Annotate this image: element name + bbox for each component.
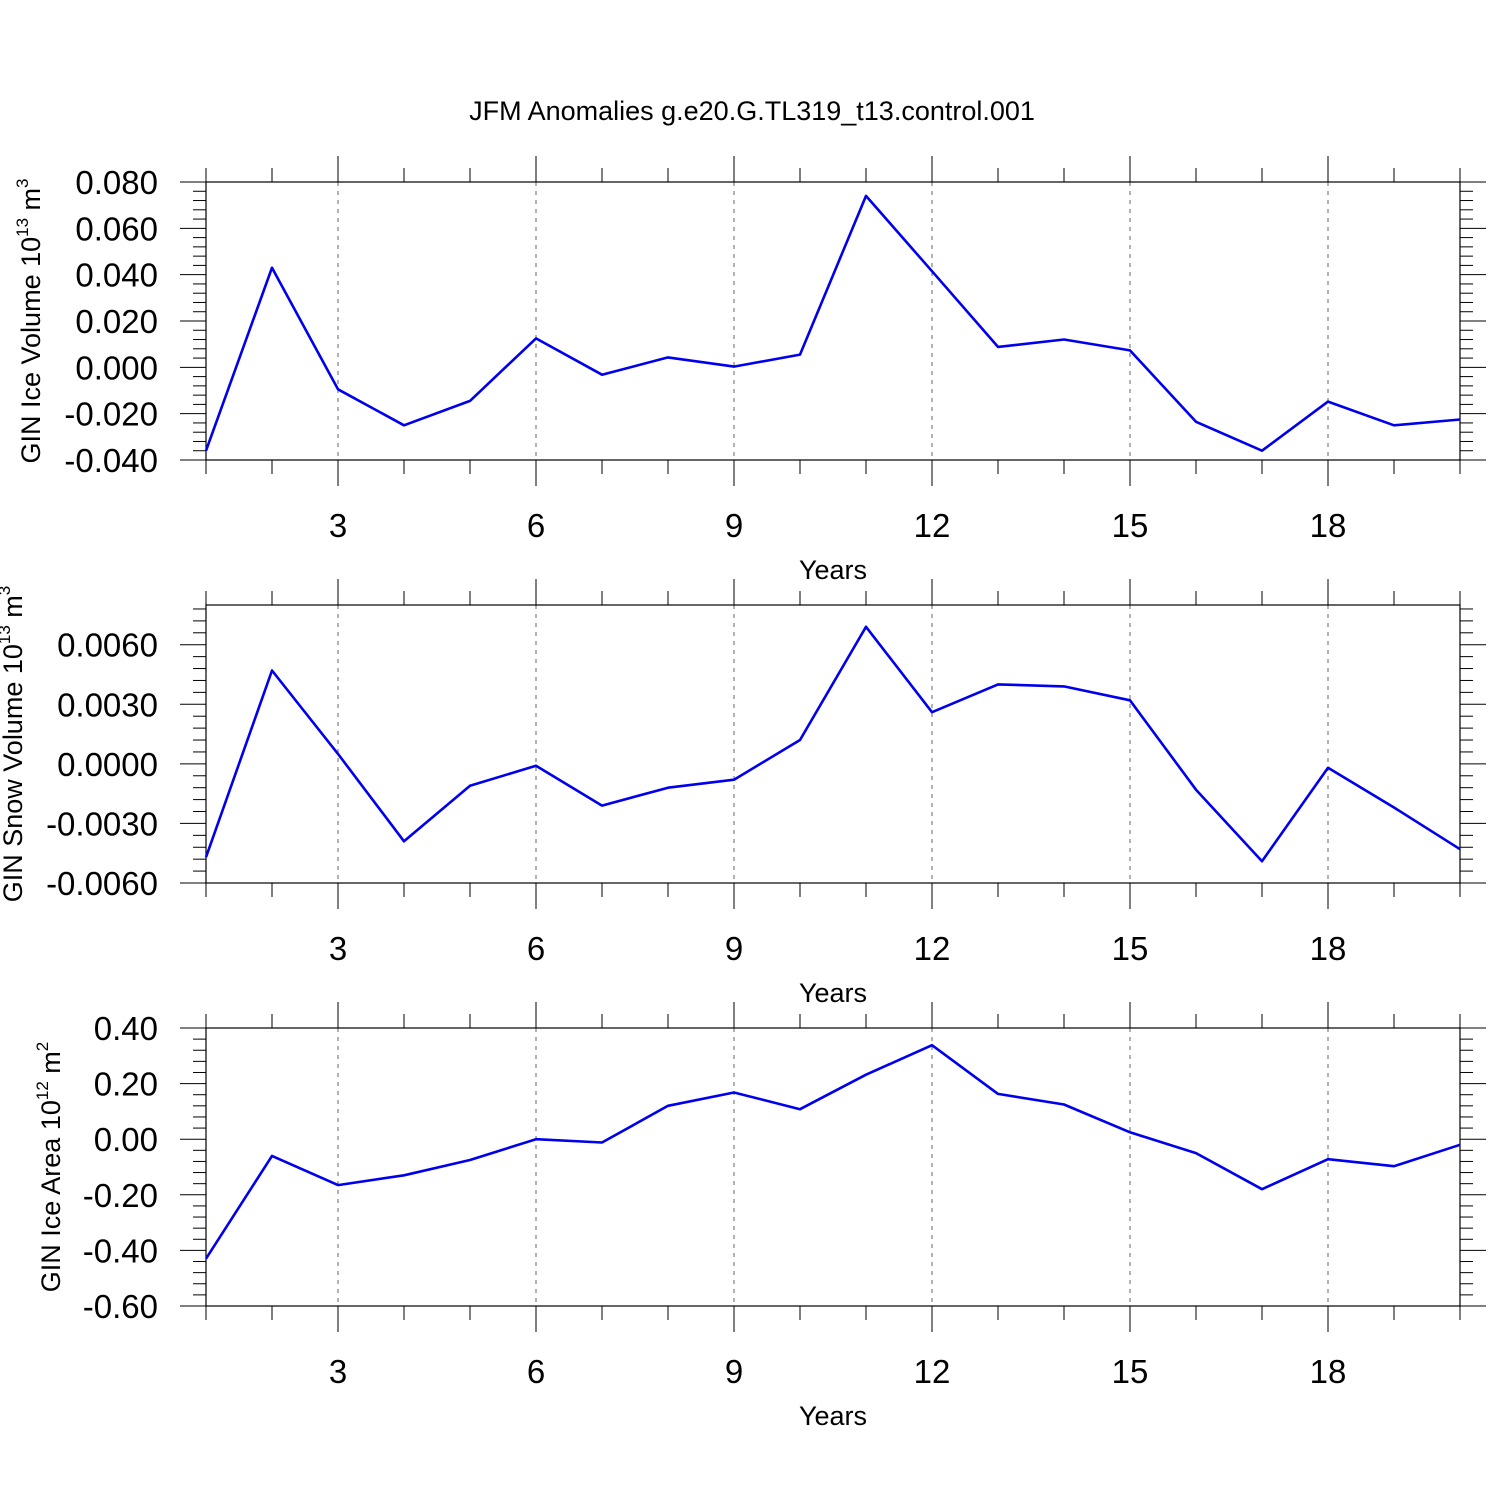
series-line	[204, 625, 1461, 863]
y-axis-label-unit: m	[0, 595, 28, 625]
plot-frame	[205, 1027, 1461, 1307]
y-axis-label-unit: m	[36, 1051, 66, 1081]
y-tick-label: 0.020	[75, 303, 158, 340]
x-tick-label: 15	[1112, 930, 1149, 967]
y-tick-label: 0.0030	[57, 686, 158, 723]
y-tick-label: 0.040	[75, 257, 158, 294]
x-tick-label: 6	[527, 1353, 545, 1390]
y-tick-label: 0.060	[75, 210, 158, 247]
x-tick-label: 18	[1310, 1353, 1347, 1390]
y-axis-label-unit: m	[16, 188, 46, 218]
y-tick-label: 0.000	[75, 349, 158, 386]
y-tick-label: -0.60	[83, 1288, 158, 1325]
x-tick-label: 9	[725, 930, 743, 967]
y-axis-label: GIN Ice Volume 1013 m3	[13, 178, 46, 463]
y-axis-label-unit-exponent: 3	[0, 586, 14, 595]
x-tick-label: 12	[914, 507, 951, 544]
plot-frame	[205, 181, 1461, 461]
series-line	[204, 1043, 1461, 1260]
y-axis-label-exponent: 12	[33, 1081, 52, 1100]
y-axis-label-text: GIN Snow Volume 10	[0, 644, 28, 902]
x-tick-label: 6	[527, 507, 545, 544]
y-tick-label: -0.0030	[46, 805, 158, 842]
x-axis-label: Years	[799, 978, 867, 1008]
x-tick-label: 9	[725, 1353, 743, 1390]
x-tick-label: 3	[329, 507, 347, 544]
y-axis-label-unit-exponent: 3	[13, 178, 32, 187]
panel-3: 3 6 9 12 15 18 -0.60 -0.40 -0.20 0.00 0.20 0.40 Year…	[33, 1002, 1486, 1431]
panel-1: 3 6 9 12 15 18 -0.040 -0.020 0.000 0.020 0.040 0.06…	[13, 156, 1486, 585]
x-tick-label: 12	[914, 1353, 951, 1390]
x-tick-label: 18	[1310, 507, 1347, 544]
y-tick-label: 0.40	[94, 1010, 158, 1047]
y-tick-label: -0.20	[83, 1177, 158, 1214]
y-axis-label-unit-exponent: 2	[33, 1042, 52, 1051]
y-axis-label-text: GIN Ice Area 10	[36, 1100, 66, 1292]
y-tick-label: 0.20	[94, 1066, 158, 1103]
y-axis-label-text: GIN Ice Volume 10	[16, 237, 46, 464]
x-tick-label: 15	[1112, 1353, 1149, 1390]
x-tick-label: 3	[329, 1353, 347, 1390]
x-tick-label: 3	[329, 930, 347, 967]
y-tick-label: -0.0060	[46, 865, 158, 902]
x-tick-label: 9	[725, 507, 743, 544]
plot-frame	[205, 604, 1461, 884]
figure-title: JFM Anomalies g.e20.G.TL319_t13.control.…	[469, 96, 1035, 126]
series-line	[204, 194, 1461, 453]
panel-2: 3 6 9 12 15 18 -0.0060 -0.0030 0.0000 0.0030 0.006…	[0, 579, 1486, 1008]
y-tick-label: 0.0000	[57, 746, 158, 783]
x-tick-label: 18	[1310, 930, 1347, 967]
y-axis-label-exponent: 13	[0, 625, 14, 644]
y-tick-label: 0.00	[94, 1121, 158, 1158]
y-axis-label: GIN Ice Area 1012 m2	[33, 1042, 66, 1293]
y-axis-label-exponent: 13	[13, 218, 32, 237]
x-tick-label: 15	[1112, 507, 1149, 544]
y-tick-label: -0.040	[64, 442, 158, 479]
x-axis-label: Years	[799, 555, 867, 585]
y-tick-label: 0.0060	[57, 627, 158, 664]
x-tick-label: 12	[914, 930, 951, 967]
y-tick-label: -0.020	[64, 396, 158, 433]
y-tick-label: -0.40	[83, 1232, 158, 1269]
x-axis-label: Years	[799, 1401, 867, 1431]
y-tick-label: 0.080	[75, 164, 158, 201]
y-axis-label: GIN Snow Volume 1013 m3	[0, 586, 28, 903]
x-tick-label: 6	[527, 930, 545, 967]
